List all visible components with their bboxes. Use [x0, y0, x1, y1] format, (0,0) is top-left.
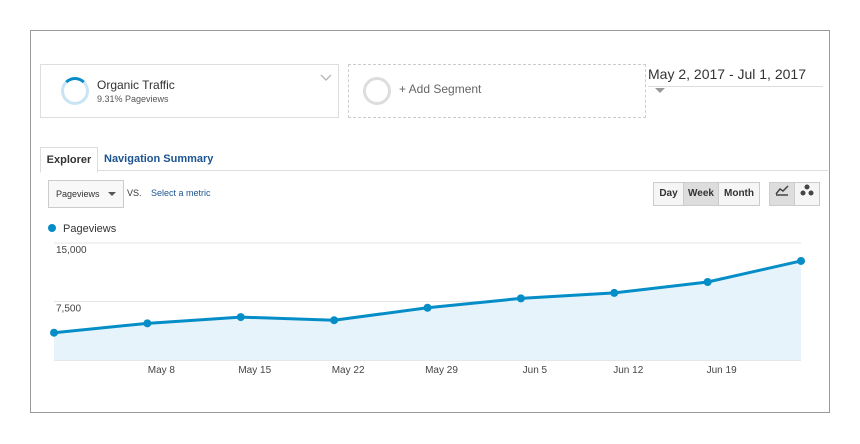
x-tick-label: May 15 — [238, 365, 271, 376]
x-tick-label: Jun 5 — [523, 365, 548, 376]
point — [516, 294, 525, 303]
x-tick-label: May 22 — [332, 365, 365, 376]
legend-swatch — [48, 224, 56, 232]
metric-select[interactable]: Pageviews — [48, 180, 124, 208]
y-tick-label: 7,500 — [56, 304, 81, 315]
tab[interactable]: Explorer — [40, 147, 98, 173]
segment-name: Organic Traffic — [97, 78, 175, 92]
vs-label: VS. — [127, 188, 142, 198]
date-range[interactable]: May 2, 2017 - Jul 1, 2017 — [648, 66, 823, 93]
point — [50, 328, 58, 337]
x-tick-label: May 8 — [148, 365, 176, 376]
metric-text: Pageviews — [56, 189, 100, 199]
panel — [30, 30, 830, 413]
y-tick-label: 15,000 — [56, 245, 87, 256]
segment-detail: 9.31% Pageviews — [97, 94, 169, 104]
line-icon — [775, 185, 789, 196]
motion-view-button[interactable] — [794, 182, 820, 206]
x-tick-label: May 29 — [425, 365, 458, 376]
point — [703, 278, 712, 286]
dropdown-arrow — [107, 192, 116, 196]
segment-card[interactable]: Organic Traffic 9.31% Pageviews — [40, 64, 339, 118]
point — [610, 288, 619, 297]
segment-ring — [61, 77, 89, 105]
line-view-button[interactable] — [769, 182, 795, 206]
x-tick-label: Jun 12 — [613, 365, 643, 376]
day-button[interactable]: Day — [653, 182, 684, 206]
point — [143, 319, 152, 328]
add-segment-label: + Add Segment — [399, 82, 482, 96]
x-tick-label: Jun 19 — [707, 365, 737, 376]
legend-label: Pageviews — [63, 223, 117, 235]
select-metric[interactable]: Select a metric — [151, 188, 211, 198]
point — [330, 316, 339, 325]
chevron — [320, 74, 332, 82]
month-button[interactable]: Month — [718, 182, 760, 206]
point — [797, 256, 805, 265]
week-button[interactable]: Week — [683, 182, 719, 206]
add-segment[interactable]: + Add Segment — [348, 64, 646, 118]
tab-rule — [40, 170, 828, 171]
date-range-text: May 2, 2017 - Jul 1, 2017 — [648, 66, 806, 82]
segment-ring — [363, 77, 391, 105]
point — [236, 313, 245, 322]
bubble-icon — [800, 184, 814, 196]
dropdown-arrow — [655, 88, 665, 93]
tab[interactable]: Navigation Summary — [104, 153, 214, 165]
point — [423, 303, 432, 312]
